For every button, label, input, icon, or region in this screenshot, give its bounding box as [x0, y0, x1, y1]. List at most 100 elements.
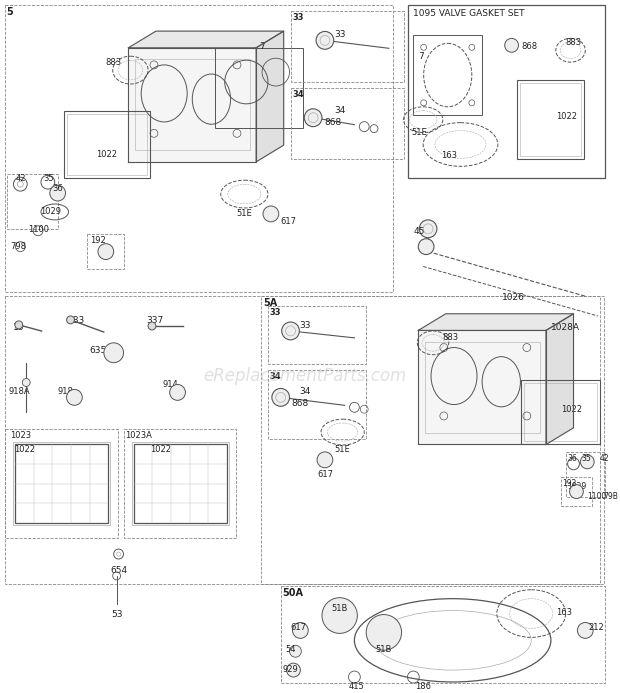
- Text: 79B: 79B: [603, 491, 618, 500]
- Text: 33: 33: [293, 12, 304, 21]
- Text: 868: 868: [324, 118, 342, 127]
- Bar: [66, 114, 147, 175]
- Bar: [565, 452, 605, 496]
- Text: 34: 34: [270, 371, 281, 380]
- Polygon shape: [128, 31, 284, 48]
- Circle shape: [50, 185, 66, 201]
- Text: 42: 42: [600, 454, 609, 463]
- Text: 1100: 1100: [28, 225, 49, 234]
- Bar: [281, 586, 605, 683]
- Text: 1022: 1022: [556, 112, 577, 121]
- Bar: [132, 442, 229, 525]
- Bar: [123, 429, 236, 538]
- Bar: [13, 442, 110, 525]
- Circle shape: [570, 484, 583, 498]
- Bar: [521, 380, 600, 444]
- Bar: [134, 444, 227, 523]
- Text: 929: 929: [283, 665, 298, 674]
- Circle shape: [104, 343, 123, 362]
- Bar: [7, 174, 58, 229]
- Text: 186: 186: [415, 682, 432, 691]
- Text: 1029: 1029: [567, 482, 587, 491]
- Text: 415: 415: [348, 682, 365, 691]
- Circle shape: [304, 109, 322, 127]
- Text: 54: 54: [286, 645, 296, 654]
- Circle shape: [281, 322, 299, 340]
- Text: 1022: 1022: [560, 405, 582, 414]
- Text: 883: 883: [105, 58, 122, 67]
- Circle shape: [577, 622, 593, 638]
- Text: 1022: 1022: [150, 445, 171, 454]
- Bar: [425, 342, 539, 433]
- Bar: [135, 59, 250, 150]
- Bar: [525, 383, 597, 441]
- Text: 35: 35: [582, 454, 591, 463]
- Text: 33: 33: [299, 321, 311, 330]
- Text: 635: 635: [89, 346, 107, 355]
- Circle shape: [419, 220, 437, 238]
- Polygon shape: [418, 331, 546, 444]
- Bar: [87, 234, 125, 270]
- Circle shape: [66, 316, 74, 324]
- Polygon shape: [418, 314, 574, 331]
- Text: 53: 53: [112, 610, 123, 619]
- Bar: [414, 35, 482, 115]
- Text: 7: 7: [418, 52, 424, 61]
- Text: 51E: 51E: [236, 209, 252, 218]
- Circle shape: [505, 38, 518, 52]
- Text: 212: 212: [588, 624, 604, 633]
- Text: 337: 337: [146, 316, 163, 325]
- Circle shape: [15, 321, 23, 329]
- Bar: [261, 296, 600, 584]
- Text: 883: 883: [443, 333, 459, 342]
- Circle shape: [148, 322, 156, 330]
- Text: 617: 617: [281, 217, 297, 226]
- Text: 5: 5: [7, 7, 14, 17]
- Text: 51E: 51E: [412, 128, 427, 137]
- Text: 42: 42: [16, 174, 26, 183]
- Text: 1023A: 1023A: [125, 431, 153, 440]
- Text: 617: 617: [317, 470, 333, 479]
- Circle shape: [580, 455, 594, 468]
- Text: 33: 33: [334, 30, 345, 40]
- Text: 798: 798: [11, 242, 27, 251]
- Bar: [409, 5, 605, 178]
- Circle shape: [316, 31, 334, 49]
- Text: 34: 34: [299, 387, 311, 396]
- Text: 1028A: 1028A: [551, 323, 580, 332]
- Text: 7: 7: [259, 42, 265, 51]
- Bar: [560, 477, 592, 507]
- Circle shape: [98, 244, 113, 259]
- Bar: [4, 5, 392, 292]
- Text: 45: 45: [414, 227, 425, 236]
- Circle shape: [418, 238, 434, 254]
- Text: 36: 36: [567, 454, 577, 463]
- Text: 1095 VALVE GASKET SET: 1095 VALVE GASKET SET: [414, 8, 525, 17]
- Text: 868: 868: [521, 42, 538, 51]
- Text: 51B: 51B: [332, 604, 348, 613]
- Bar: [64, 111, 150, 178]
- Text: 5A: 5A: [263, 298, 277, 308]
- Bar: [518, 80, 584, 159]
- Text: 192: 192: [90, 236, 106, 245]
- Text: 13: 13: [12, 323, 24, 332]
- Text: 617: 617: [291, 624, 306, 633]
- Circle shape: [290, 645, 301, 657]
- Bar: [520, 83, 582, 157]
- Polygon shape: [546, 314, 574, 444]
- Text: 192: 192: [563, 479, 577, 488]
- Circle shape: [293, 622, 308, 638]
- Text: 383: 383: [68, 316, 85, 325]
- Circle shape: [322, 597, 357, 633]
- Polygon shape: [256, 31, 284, 162]
- Circle shape: [366, 615, 402, 650]
- Bar: [268, 369, 366, 439]
- Text: eReplacementParts.com: eReplacementParts.com: [203, 367, 407, 385]
- Bar: [268, 306, 366, 364]
- Bar: [291, 10, 404, 82]
- Circle shape: [170, 385, 185, 401]
- Text: 34: 34: [334, 106, 345, 115]
- Text: 51E: 51E: [335, 445, 350, 454]
- Text: 654: 654: [111, 566, 128, 575]
- Text: 1026: 1026: [502, 293, 525, 302]
